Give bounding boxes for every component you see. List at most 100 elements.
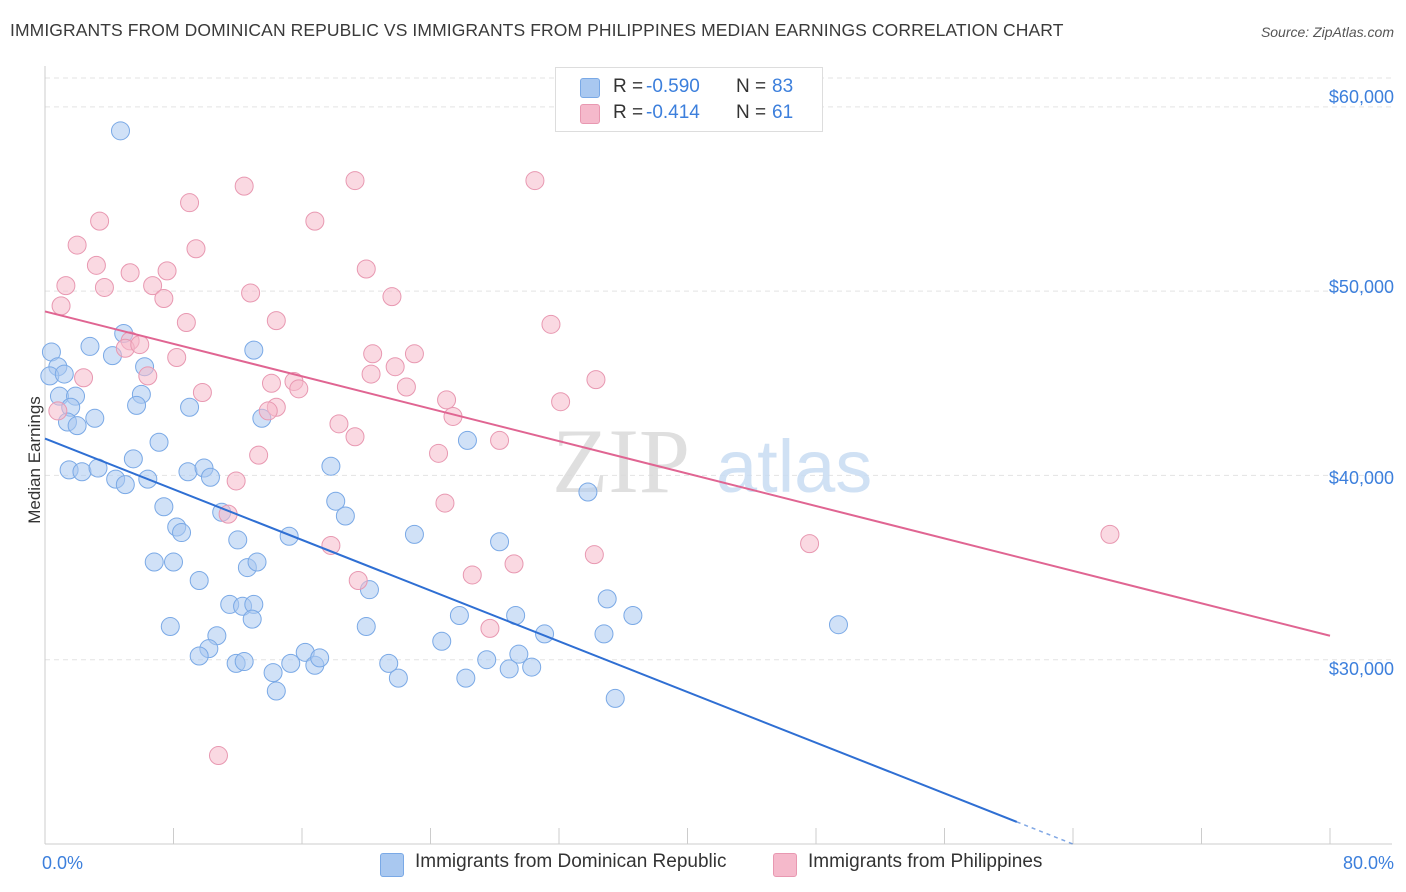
dominican-point [263, 663, 283, 683]
philippines-point [167, 347, 187, 367]
dominican-point [279, 526, 299, 546]
dominican-point [160, 617, 180, 637]
philippines-point [258, 401, 278, 421]
legend-r-label: R = [613, 102, 644, 123]
dominican-point [67, 416, 87, 436]
dominican-point [242, 609, 262, 629]
philippines-point [51, 296, 71, 316]
dominican-point [164, 552, 183, 572]
philippines-point [208, 746, 228, 766]
dominican-point [828, 615, 848, 635]
correlation-legend: R = -0.590 N = 83 R = -0.414 N = 61 [555, 67, 823, 132]
legend-n-label: N = [736, 76, 767, 97]
legend-swatch-dominican [580, 78, 600, 98]
dominican-point [404, 524, 424, 544]
dominican-point [449, 605, 469, 625]
philippines-point [138, 366, 158, 386]
dominican-point [149, 432, 169, 452]
watermark: ZIP atlas [552, 410, 872, 512]
dominican-point [578, 482, 598, 502]
philippines-point [56, 276, 76, 296]
dominican-point [115, 475, 135, 495]
dominican-point [123, 449, 143, 469]
legend-label-philippines: Immigrants from Philippines [808, 851, 1043, 872]
legend-r-value: -0.590 [646, 76, 700, 97]
dominican-point [172, 523, 192, 543]
dominican-point [244, 340, 264, 360]
legend-swatch-philippines [580, 104, 600, 124]
philippines-point [234, 176, 254, 196]
philippines-point [143, 276, 163, 296]
dominican-trend-extension [1016, 821, 1074, 845]
philippines-point [157, 261, 177, 281]
philippines-point [289, 379, 309, 399]
philippines-point [541, 314, 561, 334]
x-tick-label-max: 80.0% [1342, 853, 1394, 873]
philippines-point [130, 335, 150, 355]
legend-n-label: N = [736, 102, 767, 123]
philippines-point [586, 370, 606, 390]
dominican-point [200, 467, 220, 487]
philippines-point [435, 493, 455, 513]
dominican-point [228, 530, 248, 550]
dominican-point [456, 668, 476, 688]
philippines-point [305, 211, 325, 231]
philippines-point [266, 311, 286, 331]
dominican-point [457, 430, 477, 450]
philippines-point [74, 368, 94, 388]
philippines-point [382, 287, 402, 307]
dominican-point [180, 397, 200, 417]
philippines-point [226, 471, 246, 491]
watermark-zip: ZIP [552, 410, 690, 512]
dominican-point [234, 652, 254, 672]
philippines-point [241, 283, 261, 303]
dominican-point [499, 659, 519, 679]
philippines-point [345, 171, 365, 191]
philippines-point [462, 565, 482, 585]
philippines-point [180, 193, 200, 213]
dominican-point [597, 589, 617, 609]
philippines-point [86, 255, 106, 275]
dominican-point [85, 408, 105, 428]
dominican-point [72, 462, 92, 482]
dominican-point [310, 648, 330, 668]
dominican-point [247, 552, 267, 572]
philippines-point [429, 443, 449, 463]
dominican-point [54, 364, 74, 384]
legend-swatch-philippines [773, 853, 797, 877]
dominican-point [80, 336, 100, 356]
dominican-point [326, 491, 346, 511]
philippines-point [525, 171, 545, 191]
philippines-point [356, 259, 376, 279]
dominican-point [266, 681, 286, 701]
y-tick-label-30000: $30,000 [1328, 659, 1394, 679]
y-tick-label-50000: $50,000 [1328, 277, 1394, 297]
dominican-point [356, 617, 376, 637]
philippines-trend-line [44, 310, 1331, 637]
dominican-point [281, 653, 301, 673]
y-axis-label: Median Earnings [25, 396, 44, 524]
legend-swatch-dominican [380, 853, 404, 877]
source-label: Source: ZipAtlas.com [1260, 24, 1394, 40]
philippines-point [551, 392, 571, 412]
x-tick-label-min: 0.0% [42, 853, 84, 873]
dominican-point [110, 121, 130, 141]
philippines-point [176, 312, 196, 332]
philippines-point [504, 554, 524, 574]
watermark-atlas: atlas [716, 425, 872, 508]
philippines-point [90, 211, 110, 231]
dominican-point [321, 456, 341, 476]
philippines-point [67, 235, 87, 255]
legend-label-dominican: Immigrants from Dominican Republic [415, 851, 727, 872]
trend-lines [44, 310, 1331, 845]
chart-title: IMMIGRANTS FROM DOMINICAN REPUBLIC VS IM… [10, 20, 1064, 40]
philippines-point [1100, 524, 1120, 544]
philippines-point [329, 414, 349, 434]
philippines-point [363, 344, 383, 364]
philippines-point [94, 277, 114, 297]
dominican-point [379, 653, 399, 673]
dominican-point [605, 688, 625, 708]
philippines-point [192, 383, 212, 402]
dominican-point [522, 657, 542, 677]
